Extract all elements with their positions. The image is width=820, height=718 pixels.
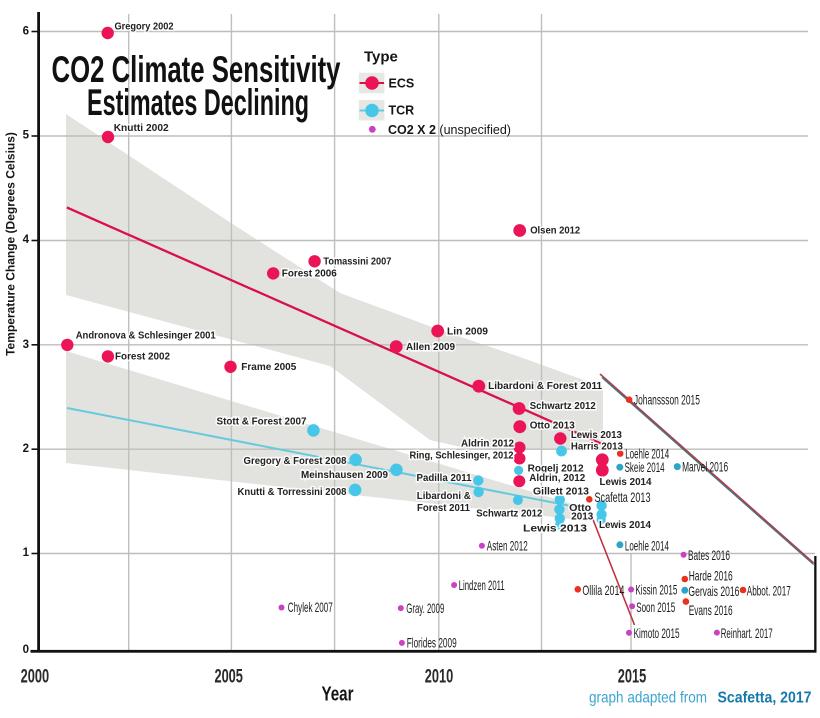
svg-text:2015: 2015 bbox=[618, 667, 647, 688]
svg-text:2010: 2010 bbox=[425, 667, 454, 688]
svg-text:2000: 2000 bbox=[21, 667, 50, 688]
svg-text:Chylek 2007: Chylek 2007 bbox=[288, 599, 333, 615]
svg-text:Abbot. 2017: Abbot. 2017 bbox=[747, 583, 791, 599]
svg-text:Ollila 2014: Ollila 2014 bbox=[582, 582, 624, 598]
svg-text:Otto 2013: Otto 2013 bbox=[530, 419, 575, 431]
svg-text:4: 4 bbox=[23, 234, 30, 246]
svg-text:Tomassini 2007: Tomassini 2007 bbox=[323, 255, 391, 267]
svg-text:Knutti 2002: Knutti 2002 bbox=[114, 122, 169, 134]
svg-text:Reinhart. 2017: Reinhart. 2017 bbox=[721, 625, 773, 641]
svg-text:Rogelj 2012: Rogelj 2012 bbox=[528, 462, 584, 474]
svg-text:Padilla 2011: Padilla 2011 bbox=[417, 472, 472, 484]
svg-text:Otto: Otto bbox=[569, 502, 591, 514]
svg-text:Lewis 2014: Lewis 2014 bbox=[599, 519, 651, 531]
svg-text:Gillett 2013: Gillett 2013 bbox=[533, 485, 589, 497]
svg-text:3: 3 bbox=[23, 339, 29, 351]
svg-text:6: 6 bbox=[23, 26, 29, 38]
svg-text:graph adapted from: graph adapted from bbox=[589, 690, 707, 707]
svg-text:TCR: TCR bbox=[389, 104, 415, 118]
svg-text:5: 5 bbox=[23, 130, 30, 142]
svg-text:Schwartz 2012: Schwartz 2012 bbox=[530, 400, 596, 412]
svg-text:Libardoni &: Libardoni & bbox=[417, 490, 471, 502]
svg-text:Forest 2002: Forest 2002 bbox=[115, 350, 170, 362]
svg-text:Aldrin 2012: Aldrin 2012 bbox=[461, 438, 514, 450]
svg-text:Olsen 2012: Olsen 2012 bbox=[530, 225, 580, 237]
svg-text:Lewis 2013: Lewis 2013 bbox=[571, 429, 622, 441]
svg-text:Meinshausen 2009: Meinshausen 2009 bbox=[301, 469, 388, 481]
svg-text:Type: Type bbox=[364, 49, 398, 66]
svg-text:Frame 2005: Frame 2005 bbox=[241, 361, 296, 373]
svg-text:1: 1 bbox=[23, 547, 30, 559]
svg-text:Allen 2009: Allen 2009 bbox=[406, 341, 455, 353]
svg-text:Year: Year bbox=[322, 684, 354, 706]
svg-text:Lin 2009: Lin 2009 bbox=[447, 326, 488, 338]
svg-text:Harris 2013: Harris 2013 bbox=[571, 441, 623, 453]
svg-text:Lewis 2013: Lewis 2013 bbox=[523, 522, 587, 534]
svg-text:Kissin 2015: Kissin 2015 bbox=[635, 582, 677, 598]
svg-text:Forest 2011: Forest 2011 bbox=[417, 502, 470, 514]
svg-text:Schwartz 2012: Schwartz 2012 bbox=[476, 508, 542, 520]
svg-text:Andronova & Schlesinger 2001: Andronova & Schlesinger 2001 bbox=[76, 330, 216, 342]
svg-text:Gregory & Forest 2008: Gregory & Forest 2008 bbox=[244, 455, 347, 467]
svg-text:2005: 2005 bbox=[214, 667, 243, 688]
svg-text:Harde 2016: Harde 2016 bbox=[689, 568, 733, 584]
svg-text:Lindzen 2011: Lindzen 2011 bbox=[459, 577, 505, 593]
svg-text:Aldrin, 2012: Aldrin, 2012 bbox=[529, 472, 585, 484]
svg-text:Marvel 2016: Marvel 2016 bbox=[682, 459, 728, 475]
svg-text:Estimates Declining: Estimates Declining bbox=[87, 82, 309, 123]
svg-text:Forest 2006: Forest 2006 bbox=[282, 268, 337, 280]
svg-text:Soon 2015: Soon 2015 bbox=[636, 599, 675, 615]
svg-text:Skeie 2014: Skeie 2014 bbox=[625, 459, 665, 475]
svg-text:Knutti & Torressini 2008: Knutti & Torressini 2008 bbox=[238, 486, 347, 498]
svg-text:Bates 2016: Bates 2016 bbox=[688, 547, 730, 563]
svg-text:CO2 Climate Sensitivity: CO2 Climate Sensitivity bbox=[52, 49, 341, 90]
svg-text:Johanssson 2015: Johanssson 2015 bbox=[634, 392, 700, 408]
svg-text:Lewis 2014: Lewis 2014 bbox=[600, 476, 652, 488]
svg-text:Scafetta, 2017: Scafetta, 2017 bbox=[718, 690, 812, 707]
svg-text:Gervais 2016: Gervais 2016 bbox=[688, 583, 739, 599]
svg-text:2: 2 bbox=[23, 443, 29, 455]
svg-text:ECS: ECS bbox=[389, 77, 415, 91]
svg-text:Scafetta 2013: Scafetta 2013 bbox=[595, 489, 651, 505]
svg-text:Florides 2009: Florides 2009 bbox=[407, 635, 457, 651]
svg-text:Gregory 2002: Gregory 2002 bbox=[115, 21, 174, 33]
svg-text:Loehle 2014: Loehle 2014 bbox=[625, 537, 669, 553]
svg-text:Libardoni & Forest 2011: Libardoni & Forest 2011 bbox=[488, 380, 602, 392]
svg-text:Gray. 2009: Gray. 2009 bbox=[406, 600, 444, 616]
svg-text:Temperature Change (Degrees Ce: Temperature Change (Degrees Celsius) bbox=[4, 132, 18, 356]
svg-text:CO2 X 2 (unspecified): CO2 X 2 (unspecified) bbox=[388, 123, 511, 137]
svg-text:Kimoto 2015: Kimoto 2015 bbox=[634, 625, 680, 641]
svg-text:Asten 2012: Asten 2012 bbox=[487, 538, 528, 554]
svg-text:Ring, Schlesinger, 2012: Ring, Schlesinger, 2012 bbox=[410, 449, 514, 461]
svg-text:0: 0 bbox=[23, 644, 29, 656]
svg-text:Stott & Forest 2007: Stott & Forest 2007 bbox=[217, 415, 307, 427]
svg-text:2013: 2013 bbox=[571, 511, 593, 523]
svg-text:Loehle 2014: Loehle 2014 bbox=[625, 446, 669, 462]
svg-text:Evans 2016: Evans 2016 bbox=[689, 602, 733, 618]
